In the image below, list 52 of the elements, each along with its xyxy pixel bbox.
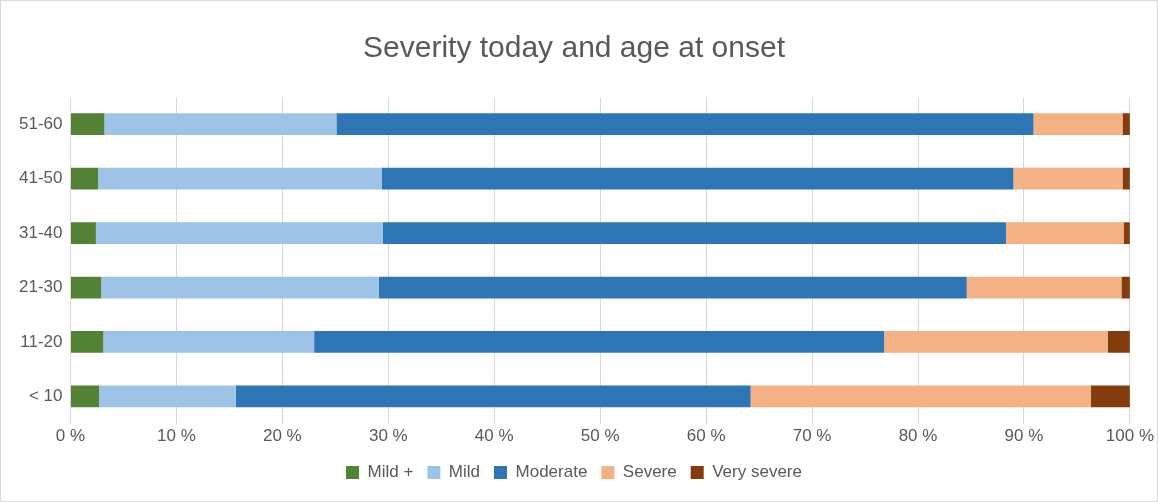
bar bbox=[70, 331, 104, 353]
x-tick-label: 10 % bbox=[157, 426, 196, 446]
bar bbox=[70, 276, 102, 299]
bar bbox=[336, 113, 1034, 136]
bar bbox=[1107, 331, 1130, 353]
bar bbox=[381, 167, 1014, 190]
bar bbox=[1033, 113, 1123, 136]
bar bbox=[70, 113, 105, 136]
x-tick-label: 50 % bbox=[580, 426, 620, 446]
y-tick-label: 41-50 bbox=[19, 168, 63, 188]
x-tick-label: 40 % bbox=[474, 426, 514, 446]
bar bbox=[98, 167, 382, 190]
bar bbox=[1013, 167, 1123, 190]
bar bbox=[966, 276, 1122, 299]
bar bbox=[378, 276, 967, 299]
x-tick-label: 80 % bbox=[898, 426, 938, 446]
x-tick-label: 70 % bbox=[792, 426, 832, 446]
legend-label: Mild bbox=[448, 462, 481, 482]
bar bbox=[95, 222, 384, 244]
x-tick-label: 0 % bbox=[55, 426, 86, 446]
bar bbox=[104, 113, 337, 136]
bar bbox=[70, 222, 96, 244]
bar bbox=[314, 331, 885, 353]
bar bbox=[70, 385, 100, 408]
x-tick-label: 60 % bbox=[686, 426, 726, 446]
bar bbox=[103, 331, 315, 353]
x-tick-label: 20 % bbox=[262, 426, 302, 446]
legend-label: Severe bbox=[622, 462, 677, 482]
bar bbox=[1090, 385, 1130, 408]
y-tick-label: < 10 bbox=[28, 386, 63, 406]
bar bbox=[101, 276, 379, 299]
y-tick-label: 21-30 bbox=[19, 277, 63, 297]
bar bbox=[383, 222, 1006, 244]
bar bbox=[1121, 276, 1130, 299]
legend-label: Mild + bbox=[367, 462, 414, 482]
x-tick-label: 30 % bbox=[368, 426, 408, 446]
bar bbox=[70, 167, 99, 190]
bar bbox=[750, 385, 1091, 408]
legend-label: Moderate bbox=[515, 462, 588, 482]
chart-title: Severity today and age at onset bbox=[363, 30, 786, 64]
legend-label: Very severe bbox=[712, 462, 802, 482]
bar bbox=[1122, 167, 1130, 190]
y-tick-label: 11-20 bbox=[20, 331, 63, 351]
x-tick-label: 100 % bbox=[1105, 426, 1154, 446]
bar bbox=[99, 385, 236, 408]
bar bbox=[1122, 113, 1130, 136]
y-tick-label: 31-40 bbox=[19, 222, 63, 242]
bar bbox=[1005, 222, 1124, 244]
bar bbox=[235, 385, 751, 408]
y-tick-label: 51-60 bbox=[19, 113, 63, 133]
x-tick-label: 90 % bbox=[1004, 426, 1044, 446]
bar bbox=[884, 331, 1108, 353]
